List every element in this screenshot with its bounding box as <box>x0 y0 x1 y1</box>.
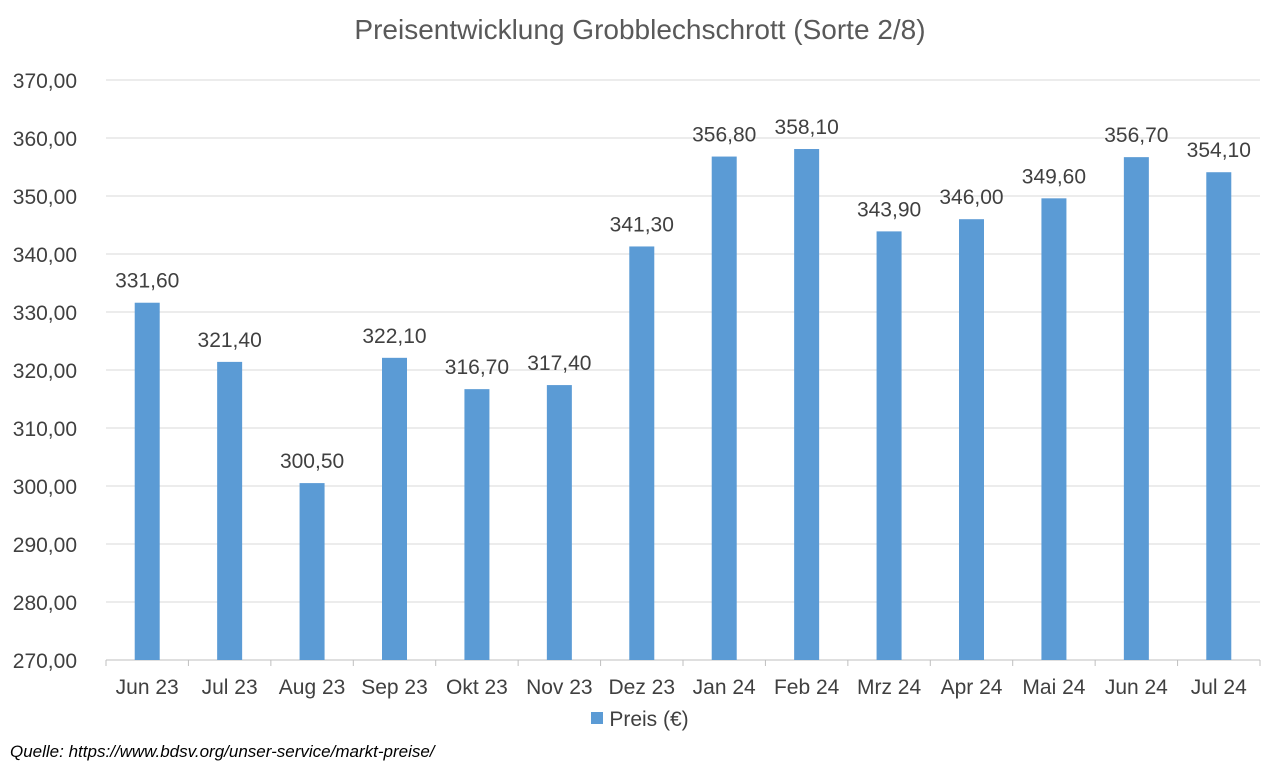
legend: Preis (€) <box>0 708 1280 732</box>
bar <box>876 231 902 660</box>
x-tick-label: Jul 24 <box>1191 676 1247 699</box>
data-label: 317,40 <box>527 352 591 375</box>
y-tick-label: 370,00 <box>13 70 77 93</box>
data-label: 356,80 <box>692 124 756 147</box>
bar <box>382 357 407 660</box>
x-axis: Jun 23 Jul 23 Aug 23 Sep 23 Okt 23 Nov 23 Dez … <box>105 660 1261 699</box>
x-tick-label: Okt 23 <box>446 676 508 699</box>
data-label: 356,70 <box>1104 124 1168 147</box>
x-tick-label: Mrz 24 <box>857 676 922 699</box>
data-label: 349,60 <box>1022 165 1086 188</box>
legend-swatch <box>591 712 604 725</box>
data-label: 358,10 <box>775 116 839 139</box>
gridlines <box>106 79 1260 661</box>
data-label: 316,70 <box>445 356 509 379</box>
x-tick-label: Jul 23 <box>202 676 258 699</box>
bar <box>629 246 655 660</box>
y-tick-label: 330,00 <box>13 302 77 325</box>
y-tick-label: 300,00 <box>13 476 77 499</box>
bar <box>546 385 572 660</box>
data-label: 343,90 <box>857 198 921 221</box>
x-tick-label: Sep 23 <box>361 676 428 699</box>
bar <box>299 483 325 660</box>
bar <box>1123 157 1149 660</box>
data-label: 354,10 <box>1187 139 1251 162</box>
data-label: 346,00 <box>939 186 1003 209</box>
data-label: 300,50 <box>280 450 344 473</box>
x-tick-label: Aug 23 <box>279 676 346 699</box>
x-tick-label: Jun 23 <box>116 676 179 699</box>
y-tick-label: 360,00 <box>13 128 77 151</box>
data-labels: 331,60 321,40 300,50 322,10 316,70 317,40 341,… <box>115 116 1251 473</box>
x-tick-label: Jan 24 <box>693 676 756 699</box>
bar <box>794 149 820 660</box>
data-label: 341,30 <box>610 213 674 236</box>
x-tick-label: Jun 24 <box>1105 676 1168 699</box>
data-label: 321,40 <box>198 329 262 352</box>
bar <box>134 302 160 660</box>
legend-label: Preis (€) <box>609 708 689 731</box>
y-tick-label: 320,00 <box>13 360 77 383</box>
x-tick-label: Nov 23 <box>526 676 593 699</box>
y-tick-label: 310,00 <box>13 418 77 441</box>
y-tick-label: 340,00 <box>13 244 77 267</box>
bars <box>134 149 1232 660</box>
y-axis-tick-labels: 270,00 280,00 290,00 300,00 310,00 320,00 330,… <box>13 70 77 673</box>
x-tick-label: Dez 23 <box>609 676 676 699</box>
bar <box>1041 198 1067 660</box>
data-label: 331,60 <box>115 270 179 293</box>
y-tick-label: 350,00 <box>13 186 77 209</box>
data-label: 322,10 <box>362 325 426 348</box>
bar <box>959 219 984 660</box>
x-tick-label: Apr 24 <box>941 676 1003 699</box>
y-tick-label: 270,00 <box>13 650 77 673</box>
bar <box>217 361 243 660</box>
bar <box>711 156 737 660</box>
source-note: Quelle: https://www.bdsv.org/unser-servi… <box>10 742 435 761</box>
bar <box>464 389 490 660</box>
y-tick-label: 280,00 <box>13 592 77 615</box>
bar <box>1206 172 1232 660</box>
x-tick-label: Mai 24 <box>1022 676 1085 699</box>
y-tick-label: 290,00 <box>13 534 77 557</box>
x-tick-label: Feb 24 <box>774 676 840 699</box>
chart-title: Preisentwicklung Grobblechschrott (Sorte… <box>354 14 926 45</box>
